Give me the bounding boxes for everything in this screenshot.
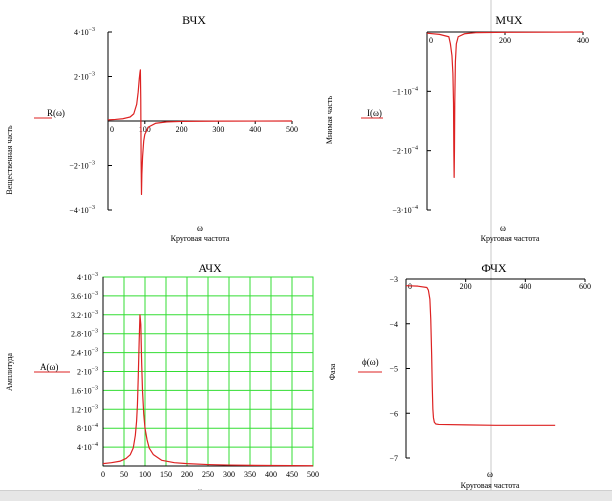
y-tick-label: 8·10−4 (77, 423, 98, 433)
x-axis-label: Круговая частота (171, 234, 230, 243)
y-axis-label: Мнимая часть (325, 96, 334, 145)
legend-label: ϕ(ω) (362, 357, 379, 367)
chart-title: ФЧХ (481, 261, 507, 275)
x-var-label: ω (197, 223, 203, 233)
y-tick-label: 2·10−3 (74, 72, 95, 82)
chart-fchx[interactable]: ФЧХ Фаза ϕ(ω) ω Круговая частота −3 −4 −5 −… (328, 261, 591, 490)
y-tick-label: 4·10−4 (77, 442, 98, 452)
x-axis-label: Круговая частота (481, 234, 540, 243)
x-tick-label: 400 (519, 282, 531, 291)
x-tick-label: 200 (499, 36, 511, 45)
y-tick-label: 3.6·10−3 (71, 291, 98, 301)
series-line (102, 314, 314, 467)
x-tick-label: 400 (249, 125, 261, 134)
chart-vchx[interactable]: ВЧХ Вещественная часть R(ω) ω Круговая ч… (5, 13, 298, 243)
y-tick-label: −2·10−3 (69, 161, 95, 171)
x-tick-label: 300 (223, 470, 235, 479)
chart-title: АЧХ (198, 261, 222, 275)
x-tick-label: 400 (265, 470, 277, 479)
x-tick-label: 350 (244, 470, 256, 479)
y-axis-label: Фаза (328, 363, 337, 380)
status-strip (0, 490, 612, 501)
y-tick-label: 2·10−3 (77, 367, 98, 377)
x-tick-label: 0 (101, 470, 105, 479)
legend-label: R(ω) (47, 108, 65, 118)
x-tick-label: 50 (120, 470, 128, 479)
y-tick-label: 4·10−3 (74, 27, 95, 37)
y-tick-label: −4·10−3 (69, 205, 95, 215)
y-tick-label: −6 (389, 409, 398, 418)
y-tick-label: 1.2·10−3 (71, 404, 98, 414)
legend-label: I(ω) (367, 108, 382, 118)
x-tick-label: 500 (307, 470, 319, 479)
legend-label: A(ω) (40, 362, 58, 372)
x-axis-label: Круговая частота (461, 481, 520, 490)
x-tick-label: 200 (176, 125, 188, 134)
x-tick-label: 100 (139, 470, 151, 479)
x-tick-label: 400 (577, 36, 589, 45)
y-tick-label: 3.2·10−3 (71, 310, 98, 320)
series-line (405, 285, 556, 426)
y-tick-label: −7 (389, 454, 398, 463)
y-tick-label: −5 (389, 365, 398, 374)
chart-title: МЧХ (495, 13, 522, 27)
x-tick-label: 0 (110, 125, 114, 134)
y-tick-label: 1.6·10−3 (71, 385, 98, 395)
x-var-label: ω (487, 469, 493, 479)
chart-mchx[interactable]: МЧХ Мнимая часть I(ω) ω Круговая частота… (325, 13, 589, 243)
x-tick-label: 200 (181, 470, 193, 479)
chart-title: ВЧХ (182, 13, 206, 27)
x-tick-label: 450 (286, 470, 298, 479)
x-tick-label: 0 (429, 36, 433, 45)
x-tick-label: 200 (460, 282, 472, 291)
y-tick-label: −4 (389, 320, 398, 329)
x-tick-label: 300 (212, 125, 224, 134)
series-line (426, 31, 584, 178)
series-line (107, 69, 293, 196)
y-tick-label: 2.8·10−3 (71, 329, 98, 339)
y-tick-label: −1·10−4 (392, 86, 418, 96)
x-tick-label: 500 (286, 125, 298, 134)
x-var-label: ω (500, 223, 506, 233)
y-tick-label: 4·10−3 (77, 272, 98, 282)
y-tick-label: 2.4·10−3 (71, 348, 98, 358)
x-tick-label: 100 (139, 125, 151, 134)
chart-achx[interactable]: АЧХ Амплитуда A(ω) ω 4·10−33.6·10−33.2·1… (5, 261, 319, 496)
y-axis-label: Амплитуда (5, 353, 14, 391)
y-axis-label: Вещественная часть (5, 125, 14, 195)
y-tick-label: −3 (389, 275, 398, 284)
x-tick-label: 150 (160, 470, 172, 479)
x-tick-label: 250 (202, 470, 214, 479)
x-tick-label: 600 (579, 282, 591, 291)
y-tick-label: −2·10−4 (392, 146, 418, 156)
y-tick-label: −3·10−4 (392, 205, 418, 215)
x-tick-label: 0 (408, 282, 412, 291)
